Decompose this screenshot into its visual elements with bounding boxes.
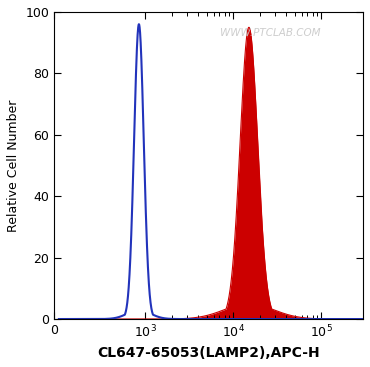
X-axis label: CL647-65053(LAMP2),APC-H: CL647-65053(LAMP2),APC-H xyxy=(97,346,320,360)
Y-axis label: Relative Cell Number: Relative Cell Number xyxy=(7,99,20,232)
Text: WWW.PTCLAB.COM: WWW.PTCLAB.COM xyxy=(220,28,321,39)
